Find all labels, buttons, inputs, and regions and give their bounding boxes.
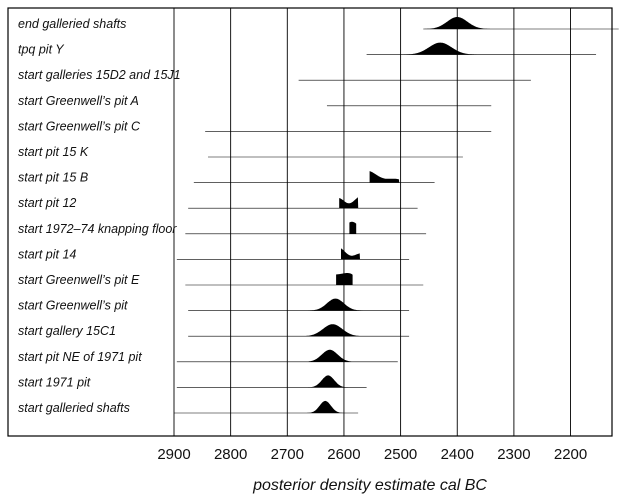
density-row: start Greenwell’s pit A bbox=[18, 94, 492, 108]
density-shape bbox=[424, 17, 490, 29]
row-label: start Greenwell’s pit E bbox=[18, 273, 140, 287]
density-row: start galleries 15D2 and 15J1 bbox=[18, 68, 531, 82]
density-row: start pit 15 K bbox=[18, 145, 463, 159]
x-tick-label: 2200 bbox=[554, 446, 587, 463]
density-shape bbox=[304, 349, 356, 362]
density-shape bbox=[308, 375, 348, 388]
density-row: start pit 14 bbox=[18, 247, 410, 261]
x-tick-label: 2600 bbox=[327, 446, 360, 463]
density-shape bbox=[307, 400, 344, 413]
x-tick-label: 2700 bbox=[271, 446, 304, 463]
density-shape bbox=[349, 221, 357, 234]
density-shape bbox=[301, 324, 364, 337]
x-tick-label: 2800 bbox=[214, 446, 247, 463]
row-label: start 1972–74 knapping floor bbox=[18, 222, 177, 236]
density-rows: end galleried shafts tpq pit Y start galle… bbox=[18, 17, 619, 415]
density-row: start Greenwell’s pit C bbox=[18, 119, 492, 133]
row-label: start pit 15 K bbox=[18, 145, 89, 159]
row-label: start pit NE of 1971 pit bbox=[18, 350, 142, 364]
density-row: end galleried shafts bbox=[18, 17, 619, 31]
plot-frame bbox=[7, 7, 613, 437]
row-label: start Greenwell’s pit A bbox=[18, 94, 139, 108]
density-shape bbox=[369, 171, 400, 183]
density-row: start pit 15 B bbox=[18, 171, 435, 185]
density-row: start Greenwell’s pit bbox=[18, 298, 410, 313]
x-tick-label: 2300 bbox=[497, 446, 530, 463]
density-shape bbox=[339, 197, 359, 209]
row-label: start gallery 15C1 bbox=[18, 324, 116, 338]
density-row: start 1971 pit bbox=[18, 375, 367, 389]
density-row: tpq pit Y bbox=[18, 42, 597, 57]
gridlines bbox=[173, 8, 571, 436]
row-label: tpq pit Y bbox=[18, 43, 65, 57]
x-axis-ticks: 2900 2800 2700 2600 2500 2400 2300 2200 bbox=[157, 446, 587, 463]
density-shape bbox=[336, 273, 353, 285]
density-row: start gallery 15C1 bbox=[18, 324, 410, 338]
row-label: end galleried shafts bbox=[18, 17, 126, 31]
density-row: start 1972–74 knapping floor bbox=[18, 221, 427, 236]
row-label: start pit 15 B bbox=[18, 171, 88, 185]
density-row: start pit NE of 1971 pit bbox=[18, 349, 398, 364]
x-axis-label: posterior density estimate cal BC bbox=[252, 477, 487, 494]
density-row: start pit 12 bbox=[18, 196, 418, 210]
x-tick-label: 2400 bbox=[441, 446, 474, 463]
row-label: start Greenwell’s pit bbox=[18, 299, 128, 313]
row-label: start pit 14 bbox=[18, 247, 76, 261]
row-label: start galleries 15D2 and 15J1 bbox=[18, 68, 181, 82]
x-tick-label: 2900 bbox=[157, 446, 190, 463]
x-tick-label: 2500 bbox=[384, 446, 417, 463]
density-shape bbox=[341, 248, 360, 260]
row-label: start galleried shafts bbox=[18, 401, 130, 415]
row-label: start pit 12 bbox=[18, 196, 76, 210]
row-label: start 1971 pit bbox=[18, 375, 91, 389]
density-shape bbox=[404, 42, 477, 55]
density-row: start Greenwell’s pit E bbox=[18, 273, 424, 287]
density-row: start galleried shafts bbox=[18, 400, 359, 415]
density-shape bbox=[308, 298, 363, 311]
row-label: start Greenwell’s pit C bbox=[18, 119, 141, 133]
